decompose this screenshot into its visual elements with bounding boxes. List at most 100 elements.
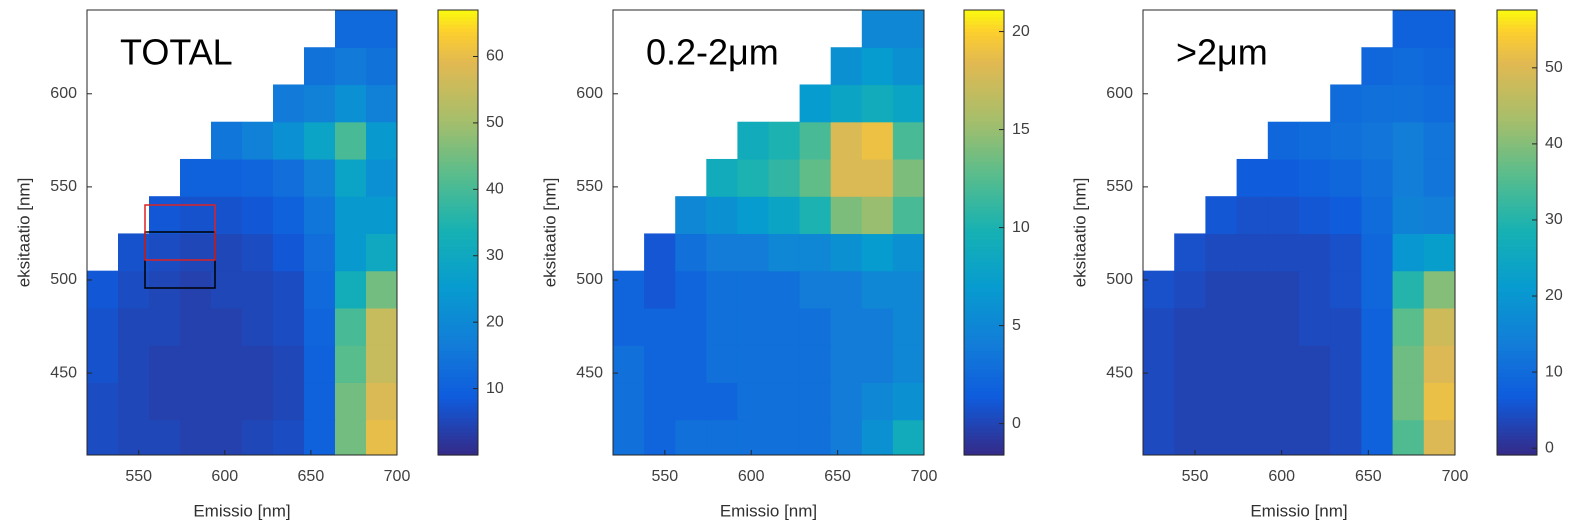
heat-cell — [1299, 158, 1331, 197]
colorbar-tick-label: 0 — [1545, 439, 1554, 456]
colorbar-swatch — [964, 139, 1004, 145]
colorbar-tick-label: 40 — [486, 181, 504, 198]
heat-cell — [149, 307, 181, 346]
heat-cell — [149, 345, 181, 383]
y-tick-label: 450 — [50, 364, 77, 381]
colorbar-swatch — [1497, 340, 1537, 345]
colorbar-swatch — [964, 406, 1004, 412]
x-tick-label: 700 — [384, 468, 411, 485]
colorbar-swatch — [1497, 440, 1537, 445]
colorbar-swatch — [964, 343, 1004, 349]
heat-cell — [366, 382, 397, 421]
colorbar-swatch — [438, 69, 478, 74]
colorbar-swatch — [1497, 291, 1537, 297]
colorbar-swatch — [1497, 328, 1537, 334]
heat-cell — [799, 307, 832, 346]
colorbar-swatch — [1497, 102, 1537, 108]
heat-cell — [273, 307, 305, 346]
heat-cell — [211, 345, 243, 383]
colorbar-swatch — [1497, 262, 1537, 267]
colorbar-swatch — [438, 317, 478, 323]
colorbar-swatch — [438, 228, 478, 234]
y-tick-label: 500 — [576, 271, 603, 288]
heat-cell — [180, 419, 212, 455]
y-tick-label: 600 — [576, 85, 603, 102]
colorbar-swatch — [964, 291, 1004, 297]
colorbar-swatch — [1497, 124, 1537, 130]
colorbar-swatch — [964, 24, 1004, 30]
colorbar-swatch — [438, 362, 478, 367]
colorbar-swatch — [964, 165, 1004, 171]
colorbar-swatch — [438, 225, 478, 230]
colorbar-swatch — [964, 132, 1004, 137]
heat-cell — [273, 196, 305, 235]
colorbar-swatch — [964, 302, 1004, 308]
heat-cell — [149, 382, 181, 421]
heat-cell — [1392, 233, 1425, 272]
colorbar-swatch — [1497, 425, 1537, 430]
heat-cell — [799, 270, 832, 309]
colorbar-swatch — [438, 343, 478, 349]
colorbar-swatch — [438, 10, 478, 15]
colorbar-swatch — [964, 158, 1004, 163]
colorbar-swatch — [438, 369, 478, 375]
heat-cell — [644, 382, 676, 421]
heat-cell — [861, 233, 894, 272]
heat-cell — [1423, 382, 1455, 421]
colorbar-swatch — [438, 254, 478, 260]
heat-cell — [1236, 196, 1269, 235]
colorbar-swatch — [1497, 429, 1537, 434]
heat-cell — [366, 233, 397, 272]
colorbar-swatch — [964, 295, 1004, 300]
colorbar-swatch — [438, 410, 478, 415]
heat-cell — [1392, 121, 1425, 160]
colorbar-swatch — [964, 247, 1004, 252]
heatmap — [1143, 10, 1455, 455]
heat-cell — [335, 84, 367, 123]
colorbar-swatch — [438, 340, 478, 345]
colorbar-swatch — [1497, 388, 1537, 393]
colorbar-swatch — [438, 347, 478, 352]
heat-cell — [304, 270, 336, 309]
heat-cell — [366, 84, 397, 123]
y-tick-label: 450 — [576, 364, 603, 381]
colorbar-tick-label: 0 — [1012, 415, 1021, 432]
colorbar-swatch — [964, 321, 1004, 326]
heat-cell — [799, 121, 832, 160]
colorbar-swatch — [438, 325, 478, 330]
colorbar-swatch — [438, 421, 478, 426]
colorbar-swatch — [1497, 199, 1537, 204]
heat-cell — [1392, 270, 1425, 309]
heat-cell — [118, 307, 150, 346]
colorbar-swatch — [438, 128, 478, 133]
colorbar-frame — [1496, 9, 1538, 456]
colorbar-swatch — [438, 380, 478, 386]
heat-cell — [892, 345, 924, 383]
y-axis-label: eksitaatio [nm] — [540, 178, 559, 288]
heat-cell — [737, 419, 770, 455]
x-tick-label: 550 — [651, 468, 678, 485]
colorbar-swatch — [964, 314, 1004, 319]
colorbar-swatch — [964, 317, 1004, 323]
colorbar-swatch — [438, 165, 478, 171]
heat-cell — [1423, 10, 1455, 48]
colorbar-swatch — [438, 147, 478, 152]
colorbar-swatch — [1497, 302, 1537, 308]
heat-cell — [768, 196, 801, 235]
colorbar-swatch — [964, 436, 1004, 441]
colorbar-swatch — [438, 76, 478, 82]
colorbar-swatch — [964, 351, 1004, 356]
heat-cell — [1205, 270, 1238, 309]
colorbar-swatch — [438, 28, 478, 33]
colorbar-swatch — [964, 373, 1004, 378]
heat-cell — [366, 47, 397, 86]
colorbar-swatch — [438, 169, 478, 174]
colorbar-swatch — [438, 280, 478, 286]
heat-cell — [1361, 270, 1394, 309]
heat-cell — [273, 270, 305, 309]
colorbar-swatch — [1497, 154, 1537, 159]
colorbar-swatch — [438, 336, 478, 341]
colorbar-frame — [963, 9, 1005, 456]
heat-cell — [613, 382, 645, 421]
highlight-box — [144, 204, 216, 261]
